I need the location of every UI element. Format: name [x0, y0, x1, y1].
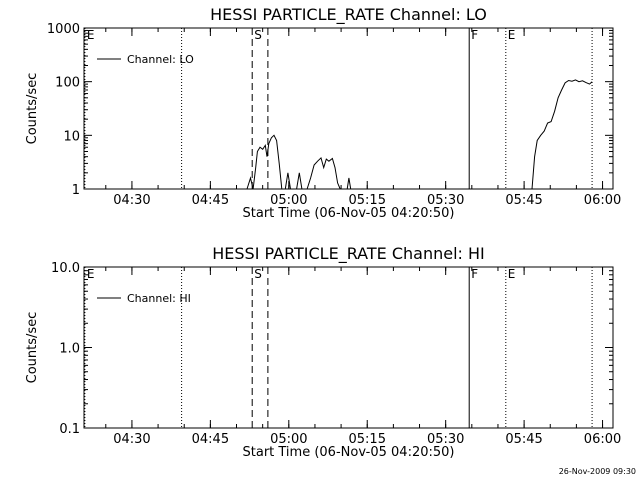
chart-title: HESSI PARTICLE_RATE Channel: LO: [210, 5, 487, 25]
y-tick-label: 1: [72, 183, 80, 198]
x-tick-label: 04:45: [192, 193, 229, 208]
event-marker-label: F: [471, 28, 478, 42]
x-tick-label: 05:45: [505, 432, 542, 447]
x-tick-label: 05:00: [270, 193, 307, 208]
legend-label: Channel: LO: [127, 53, 194, 66]
x-tick-label: 05:45: [505, 193, 542, 208]
y-tick-label: 100: [55, 76, 80, 91]
x-tick-label: 04:30: [113, 193, 150, 208]
x-axis-label: Start Time (06-Nov-05 04:20:50): [243, 206, 455, 221]
y-tick-label: 10: [63, 129, 80, 144]
y-axis-label: Counts/sec: [25, 73, 40, 145]
event-marker-label: F: [471, 267, 478, 281]
series-line: [531, 79, 593, 190]
x-tick-label: 04:30: [113, 432, 150, 447]
plot-frame: [83, 27, 614, 190]
panel-lo: HESSI PARTICLE_RATE Channel: LO 04:30 04:4…: [25, 5, 621, 221]
x-axis-label: Start Time (06-Nov-05 04:20:50): [243, 445, 455, 460]
x-tick-label: 05:30: [427, 432, 464, 447]
series-line: [284, 172, 291, 190]
legend-label: Channel: HI: [127, 292, 191, 305]
series-line: [296, 172, 303, 190]
event-marker-label: S: [254, 267, 262, 281]
event-marker-label: E: [508, 28, 516, 42]
x-tick-label: 05:15: [349, 193, 386, 208]
y-tick-label: 1000: [47, 22, 80, 37]
footer-timestamp: 26-Nov-2009 09:30: [559, 467, 636, 476]
y-axis-label: Counts/sec: [25, 312, 40, 384]
x-tick-label: 04:45: [192, 432, 229, 447]
y-tick-label: 10.0: [51, 261, 80, 276]
y-tick-label: 0.1: [59, 422, 80, 437]
x-tick-label: 05:15: [349, 432, 386, 447]
x-tick-label: 06:00: [584, 432, 621, 447]
series-line: [346, 177, 352, 190]
event-marker-label: E: [87, 28, 95, 42]
y-tick-label: 1.0: [59, 342, 80, 357]
x-tick-label: 05:00: [270, 432, 307, 447]
x-tick-label: 05:30: [427, 193, 464, 208]
chart-title: HESSI PARTICLE_RATE Channel: HI: [212, 244, 485, 264]
event-marker-label: S: [254, 28, 262, 42]
x-tick-label: 06:00: [584, 193, 621, 208]
series-line: [246, 134, 283, 190]
panel-hi: HESSI PARTICLE_RATE Channel: HI 04:30 04:4…: [25, 244, 621, 460]
event-marker-label: E: [87, 267, 95, 281]
event-marker-label: E: [508, 267, 516, 281]
series-line: [306, 156, 341, 190]
